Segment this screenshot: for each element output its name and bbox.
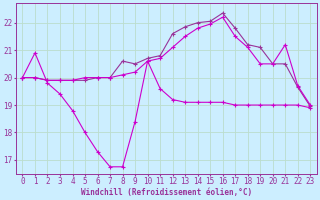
X-axis label: Windchill (Refroidissement éolien,°C): Windchill (Refroidissement éolien,°C) — [81, 188, 252, 197]
